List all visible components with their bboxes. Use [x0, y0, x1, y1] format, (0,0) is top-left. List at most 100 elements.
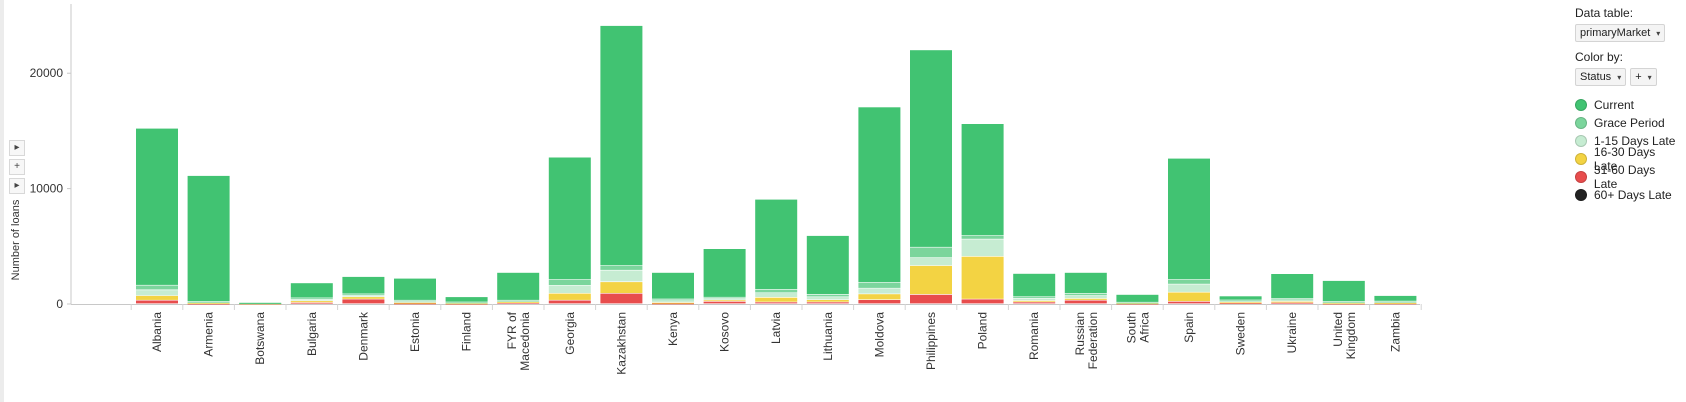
x-tick-label: Sweden: [1234, 312, 1248, 355]
bar-segment: [394, 278, 436, 300]
x-tick-label: Albania: [150, 312, 164, 352]
x-tick-label-line: Latvia: [769, 312, 783, 344]
bar-segment: [1219, 303, 1262, 304]
bar-segment: [342, 294, 385, 295]
bar-segment: [755, 289, 798, 293]
bar-segment: [187, 303, 230, 304]
color-by-label: Color by:: [1575, 50, 1624, 64]
x-tick-label: Georgia: [563, 312, 577, 355]
bar-segment: [1219, 301, 1262, 302]
legend-swatch-icon: [1575, 117, 1587, 129]
bar-segment: [394, 303, 436, 305]
x-tick-label-line: Russian: [1073, 312, 1087, 355]
add-axis-button[interactable]: +: [9, 159, 25, 175]
legend-swatch-icon: [1575, 153, 1587, 165]
bar-segment: [290, 301, 333, 303]
x-tick-label-line: Macedonia: [518, 312, 532, 371]
legend-item[interactable]: Current: [1575, 96, 1681, 114]
bar-segment: [1374, 303, 1417, 304]
x-tick-label: Estonia: [408, 312, 422, 352]
stacked-bar-chart: 0 10000 20000 Albania Armenia Botswana Bulgari…: [30, 4, 1422, 375]
x-tick-label-line: Kingdom: [1344, 312, 1358, 359]
bar-segment: [1322, 303, 1365, 305]
bar-segment: [136, 128, 178, 285]
bar-segment: [858, 300, 901, 304]
bar-segment: [1168, 301, 1210, 304]
left-panel-edge: [0, 0, 4, 402]
bar-segment: [445, 303, 488, 305]
bar-segment: [961, 124, 1004, 236]
bar-segment: [342, 276, 385, 294]
bar-segment: [1271, 302, 1314, 304]
bar-segment: [1064, 272, 1107, 293]
x-tick-label-line: Sweden: [1234, 312, 1248, 355]
x-tick-label-line: Philippines: [924, 312, 938, 370]
bar-segment: [858, 107, 901, 283]
x-tick-label: Latvia: [769, 312, 783, 344]
bar-segment: [910, 265, 952, 295]
bar-segment: [652, 272, 694, 299]
x-tick-label: Kenya: [666, 312, 680, 346]
bar-segment: [187, 303, 230, 305]
x-tick-label: Bulgaria: [305, 312, 319, 356]
bar-segment: [703, 297, 746, 299]
bar-segment: [755, 302, 798, 304]
bar-segment: [394, 302, 436, 304]
x-tick-label-line: Armenia: [202, 312, 216, 357]
bar-segment: [652, 299, 694, 301]
bar-segment: [755, 293, 798, 297]
bar-segment: [1064, 295, 1107, 299]
x-tick-label-line: Estonia: [408, 312, 422, 352]
bar-segment: [290, 299, 333, 301]
bar-segment: [1064, 300, 1107, 304]
x-tick-label-line: Kosovo: [718, 312, 732, 352]
bar-segment: [1116, 294, 1159, 302]
bar-segment: [1168, 284, 1210, 292]
bar-segment: [910, 247, 952, 258]
bar-segment: [910, 257, 952, 266]
x-tick-label-line: Albania: [150, 312, 164, 352]
legend-item-label: 1-15 Days Late: [1594, 134, 1676, 148]
bar-segment: [1219, 296, 1262, 300]
bar-segment: [548, 285, 591, 293]
chevron-down-icon: ▾: [1617, 73, 1622, 82]
bar-segment: [600, 265, 643, 270]
y-axis-label[interactable]: Number of loans: [10, 199, 22, 281]
expand-axis-button[interactable]: ▸: [9, 140, 25, 156]
add-color-by-button[interactable]: + ▾: [1630, 68, 1657, 86]
x-tick-label-line: Bulgaria: [305, 312, 319, 356]
bar-segment: [806, 302, 849, 304]
bar-segment: [497, 302, 540, 304]
bar-segment: [1322, 301, 1365, 303]
bar-segment: [445, 302, 488, 304]
legend-item[interactable]: 60+ Days Late: [1575, 186, 1681, 204]
bar-segment: [394, 300, 436, 302]
legend-item[interactable]: 1-15 Days Late: [1575, 132, 1681, 150]
bar-segment: [497, 300, 540, 302]
x-tick-label-line: Kazakhstan: [614, 312, 628, 375]
bar-segment: [600, 282, 643, 293]
bar-segment: [1219, 300, 1262, 302]
x-tick-label: Finland: [460, 312, 474, 351]
data-table-dropdown[interactable]: primaryMarket ▾: [1575, 24, 1666, 42]
x-tick-label-line: Ukraine: [1285, 312, 1299, 354]
collapse-axis-button[interactable]: ▸: [9, 178, 25, 194]
bar-segment: [548, 300, 591, 304]
legend-item-label: 16-30 Days Late: [1593, 145, 1656, 173]
x-tick-label: Armenia: [202, 312, 216, 357]
x-tick-label-line: Georgia: [563, 312, 577, 355]
bar-segment: [703, 249, 746, 297]
bar-segment: [806, 297, 849, 300]
y-tick-label: 20000: [30, 66, 64, 80]
bar-segment: [1322, 302, 1365, 304]
bar-segment: [961, 239, 1004, 257]
bar-segment: [394, 301, 436, 303]
x-tick-label: Lithuania: [821, 312, 835, 361]
legend-swatch-icon: [1575, 171, 1587, 183]
legend-item[interactable]: 16-30 Days Late: [1575, 145, 1681, 173]
color-by-dropdown[interactable]: Status ▾: [1575, 68, 1627, 86]
x-tick-label-line: South: [1124, 312, 1138, 343]
legend-item[interactable]: 31-60 Days Late: [1575, 163, 1681, 191]
y-tick-label: 10000: [30, 182, 64, 196]
legend-item[interactable]: Grace Period: [1575, 114, 1681, 132]
